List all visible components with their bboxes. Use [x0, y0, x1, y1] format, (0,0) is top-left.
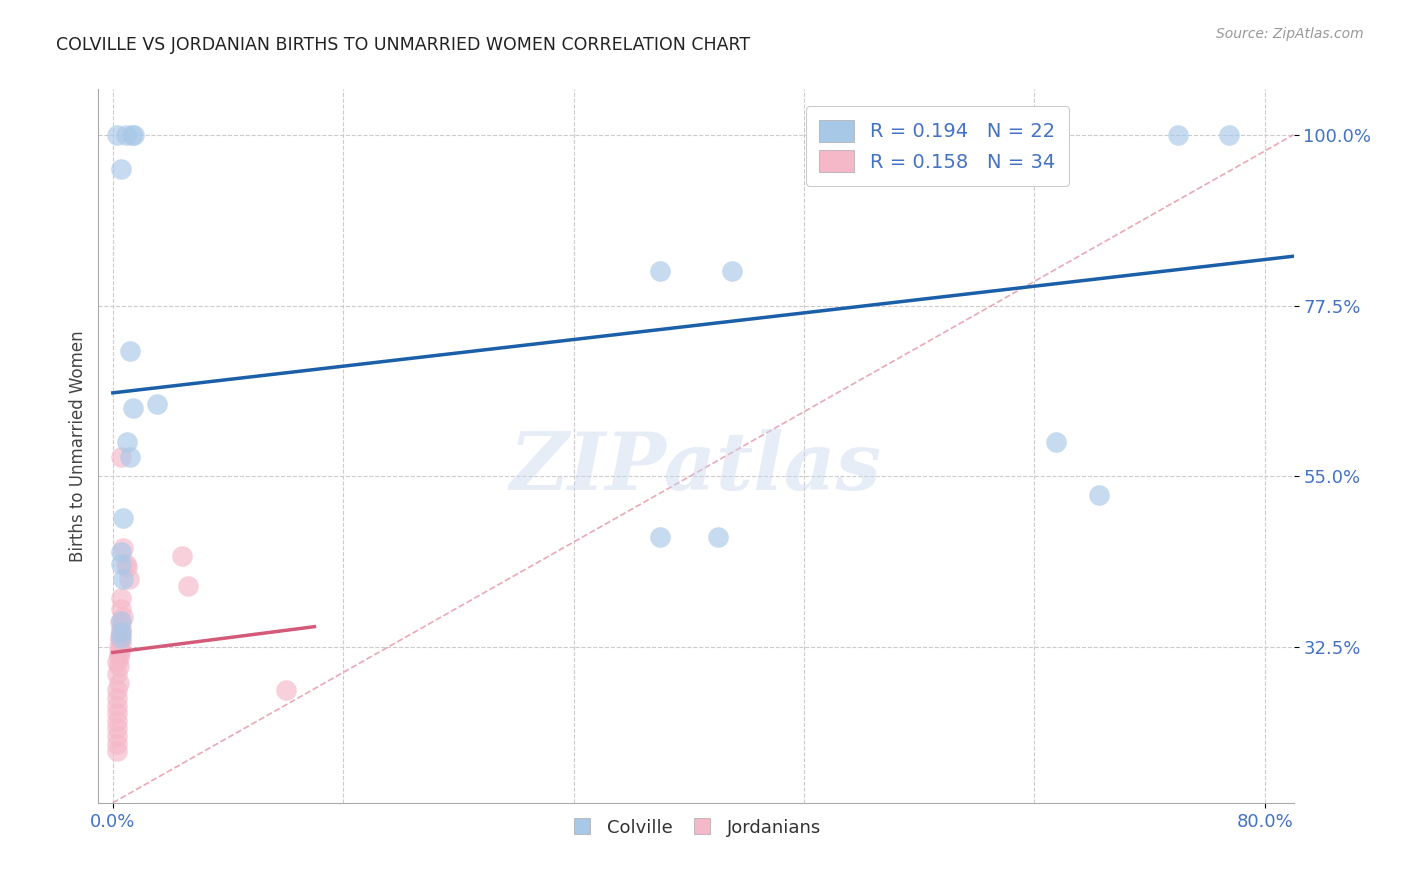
Point	[111, 511, 134, 525]
Point	[1218, 128, 1240, 142]
Point	[110, 557, 132, 571]
Point	[111, 541, 134, 556]
Point	[118, 572, 141, 586]
Point	[120, 344, 142, 359]
Point	[721, 264, 744, 278]
Point	[105, 737, 128, 751]
Point	[146, 397, 169, 411]
Point	[120, 450, 142, 465]
Text: ZIPatlas: ZIPatlas	[510, 429, 882, 506]
Point	[105, 714, 128, 728]
Point	[274, 683, 297, 698]
Point	[121, 128, 143, 142]
Point	[110, 625, 132, 640]
Point	[110, 614, 132, 628]
Point	[1167, 128, 1189, 142]
Point	[110, 621, 132, 635]
Point	[122, 401, 145, 415]
Point	[105, 655, 128, 669]
Point	[107, 676, 129, 690]
Point	[110, 602, 132, 616]
Point	[114, 128, 136, 142]
Point	[107, 650, 129, 665]
Point	[111, 609, 134, 624]
Point	[648, 530, 671, 544]
Point	[108, 629, 131, 643]
Point	[110, 591, 132, 605]
Point	[110, 450, 132, 465]
Text: Source: ZipAtlas.com: Source: ZipAtlas.com	[1216, 27, 1364, 41]
Point	[108, 615, 131, 629]
Point	[105, 128, 128, 142]
Point	[108, 632, 131, 647]
Point	[110, 161, 132, 176]
Point	[107, 640, 129, 655]
Point	[124, 128, 146, 142]
Point	[105, 666, 128, 681]
Point	[105, 744, 128, 758]
Point	[706, 530, 728, 544]
Point	[108, 644, 131, 658]
Point	[115, 560, 138, 574]
Point	[105, 691, 128, 706]
Point	[110, 631, 132, 645]
Point	[114, 557, 136, 571]
Text: COLVILLE VS JORDANIAN BIRTHS TO UNMARRIED WOMEN CORRELATION CHART: COLVILLE VS JORDANIAN BIRTHS TO UNMARRIE…	[56, 36, 751, 54]
Point	[1045, 435, 1067, 450]
Legend: Colville, Jordanians: Colville, Jordanians	[564, 812, 828, 844]
Point	[105, 722, 128, 736]
Point	[110, 625, 132, 640]
Point	[105, 698, 128, 713]
Point	[105, 683, 128, 698]
Point	[107, 659, 129, 673]
Point	[648, 264, 671, 278]
Point	[115, 435, 138, 450]
Point	[105, 706, 128, 721]
Point	[170, 549, 193, 563]
Point	[176, 579, 198, 593]
Point	[110, 545, 132, 559]
Point	[1088, 488, 1111, 502]
Y-axis label: Births to Unmarried Women: Births to Unmarried Women	[69, 330, 87, 562]
Point	[107, 647, 129, 661]
Point	[111, 572, 134, 586]
Point	[105, 729, 128, 743]
Point	[110, 636, 132, 650]
